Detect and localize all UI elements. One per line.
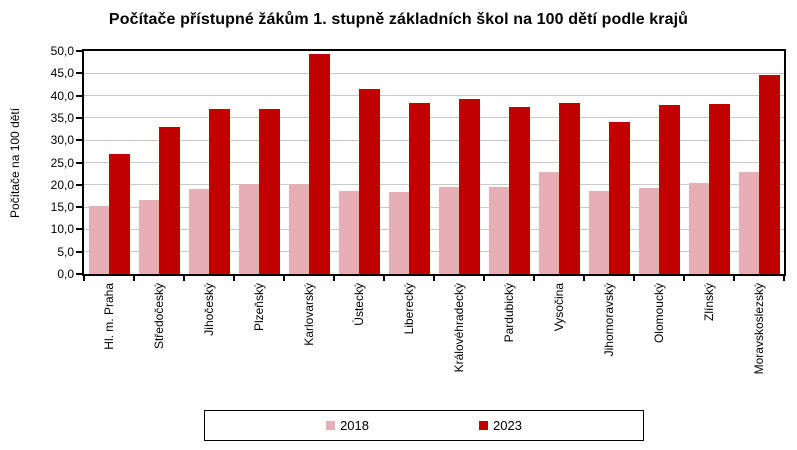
y-tick-50 — [76, 50, 84, 52]
x-label-zlinsky: Zlínský — [701, 283, 716, 322]
bar-2018-vysocina — [538, 172, 559, 274]
x-tick-11 — [633, 275, 635, 281]
y-tick-40 — [76, 94, 84, 97]
bar-2018-hl-m-praha — [88, 205, 109, 274]
x-tick-7 — [433, 275, 435, 281]
gridline-30 — [84, 139, 784, 141]
y-tick-45 — [76, 72, 84, 75]
x-label-hl-m-praha: Hl. m. Praha — [101, 283, 116, 350]
y-tick-label-10: 10,0 — [50, 222, 74, 237]
x-label-plzensky: Plzeňský — [251, 283, 266, 332]
bar-2018-plzensky — [238, 183, 259, 274]
gridline-35 — [84, 117, 784, 119]
x-tick-9 — [533, 275, 535, 281]
x-tick-4 — [283, 275, 285, 281]
x-label-karlovarsky: Karlovarský — [301, 283, 316, 346]
y-tick-label-50: 50,0 — [50, 44, 74, 58]
y-tick-label-30: 30,0 — [50, 133, 74, 148]
y-tick-30 — [76, 139, 84, 142]
x-tick-10 — [583, 275, 585, 281]
y-tick-25 — [76, 161, 84, 164]
y-tick-label-45: 45,0 — [50, 66, 74, 81]
x-tick-1 — [133, 275, 135, 281]
y-tick-label-0: 0,0 — [57, 267, 74, 281]
gridline-40 — [84, 95, 784, 97]
bar-2023-olomoucky — [659, 104, 680, 274]
legend: 2018 2023 — [204, 410, 644, 441]
legend-swatch-2018 — [326, 421, 336, 430]
bar-2018-ustecky — [338, 190, 359, 274]
y-tick-15 — [76, 206, 84, 209]
y-tick-label-35: 35,0 — [50, 110, 74, 125]
x-tick-8 — [483, 275, 485, 281]
x-label-jihomoravsky: Jihomoravský — [601, 283, 616, 357]
bar-2018-pardubicky — [488, 187, 509, 274]
gridline-45 — [84, 72, 784, 74]
gridline-15 — [84, 206, 784, 208]
x-tick-2 — [183, 275, 185, 281]
x-tick-6 — [383, 275, 385, 281]
legend-item-2018: 2018 — [326, 418, 369, 433]
y-tick-label-25: 25,0 — [50, 155, 74, 170]
bar-2023-jihomoravsky — [609, 121, 630, 274]
bar-2023-vysocina — [559, 102, 580, 274]
bar-2018-liberecky — [388, 192, 409, 274]
bar-2023-stredocesky — [159, 127, 180, 274]
x-tick-12 — [683, 275, 685, 281]
bar-2018-moravskoslezsky — [738, 172, 759, 274]
y-tick-label-20: 20,0 — [50, 177, 74, 192]
x-label-kralovehradecky: Královéhradecký — [451, 283, 466, 373]
gridline-20 — [84, 184, 784, 186]
x-label-vysocina: Vysočina — [551, 283, 566, 332]
x-label-ustecky: Ústecký — [351, 283, 366, 326]
y-tick-20 — [76, 183, 84, 186]
x-tick-3 — [233, 275, 235, 281]
gridline-10 — [84, 228, 784, 230]
bar-2018-kralovehradecky — [438, 187, 459, 274]
bar-2023-ustecky — [359, 88, 380, 274]
y-tick-label-5: 5,0 — [57, 244, 74, 259]
legend-swatch-2023 — [479, 421, 488, 430]
bar-2018-jihocesky — [188, 189, 209, 274]
x-label-moravskoslezsky: Moravskoslezský — [751, 283, 766, 375]
x-label-olomoucky: Olomoucký — [651, 283, 666, 344]
y-tick-label-40: 40,0 — [50, 88, 74, 103]
x-tick-0 — [83, 275, 85, 281]
x-label-jihocesky: Jihočeský — [201, 283, 216, 336]
bar-2018-stredocesky — [138, 200, 159, 274]
bar-2023-jihocesky — [209, 108, 230, 274]
y-tick-35 — [76, 116, 84, 119]
chart-title: Počítače přístupné žákům 1. stupně zákla… — [108, 11, 689, 28]
legend-label-2018: 2018 — [340, 418, 369, 433]
bar-2023-liberecky — [409, 102, 430, 274]
gridline-5 — [84, 251, 784, 253]
x-label-pardubicky: Pardubický — [501, 283, 516, 343]
x-label-stredocesky: Středočeský — [151, 283, 166, 350]
y-tick-10 — [76, 228, 84, 231]
plot-area — [82, 49, 786, 276]
bar-2023-pardubicky — [509, 107, 530, 274]
y-tick-label-15: 15,0 — [50, 200, 74, 215]
bar-2023-moravskoslezsky — [759, 75, 780, 274]
y-tick-0 — [76, 273, 84, 275]
y-tick-5 — [76, 250, 84, 253]
bar-2023-kralovehradecky — [459, 99, 480, 274]
bar-2023-hl-m-praha — [109, 153, 130, 274]
y-axis-title: Počítače na 100 dětí — [8, 107, 22, 218]
bar-2023-zlinsky — [709, 103, 730, 274]
bar-2023-plzensky — [259, 108, 280, 274]
bar-2018-jihomoravsky — [588, 190, 609, 274]
x-tick-14 — [783, 275, 785, 281]
x-label-liberecky: Liberecký — [401, 283, 416, 335]
gridline-25 — [84, 162, 784, 163]
x-tick-13 — [733, 275, 735, 281]
legend-label-2023: 2023 — [493, 418, 522, 433]
x-tick-5 — [333, 275, 335, 281]
legend-item-2023: 2023 — [479, 418, 522, 433]
bar-2018-zlinsky — [688, 182, 709, 274]
bar-2023-karlovarsky — [309, 53, 330, 274]
bar-2018-olomoucky — [638, 187, 659, 274]
bar-2018-karlovarsky — [288, 184, 309, 274]
